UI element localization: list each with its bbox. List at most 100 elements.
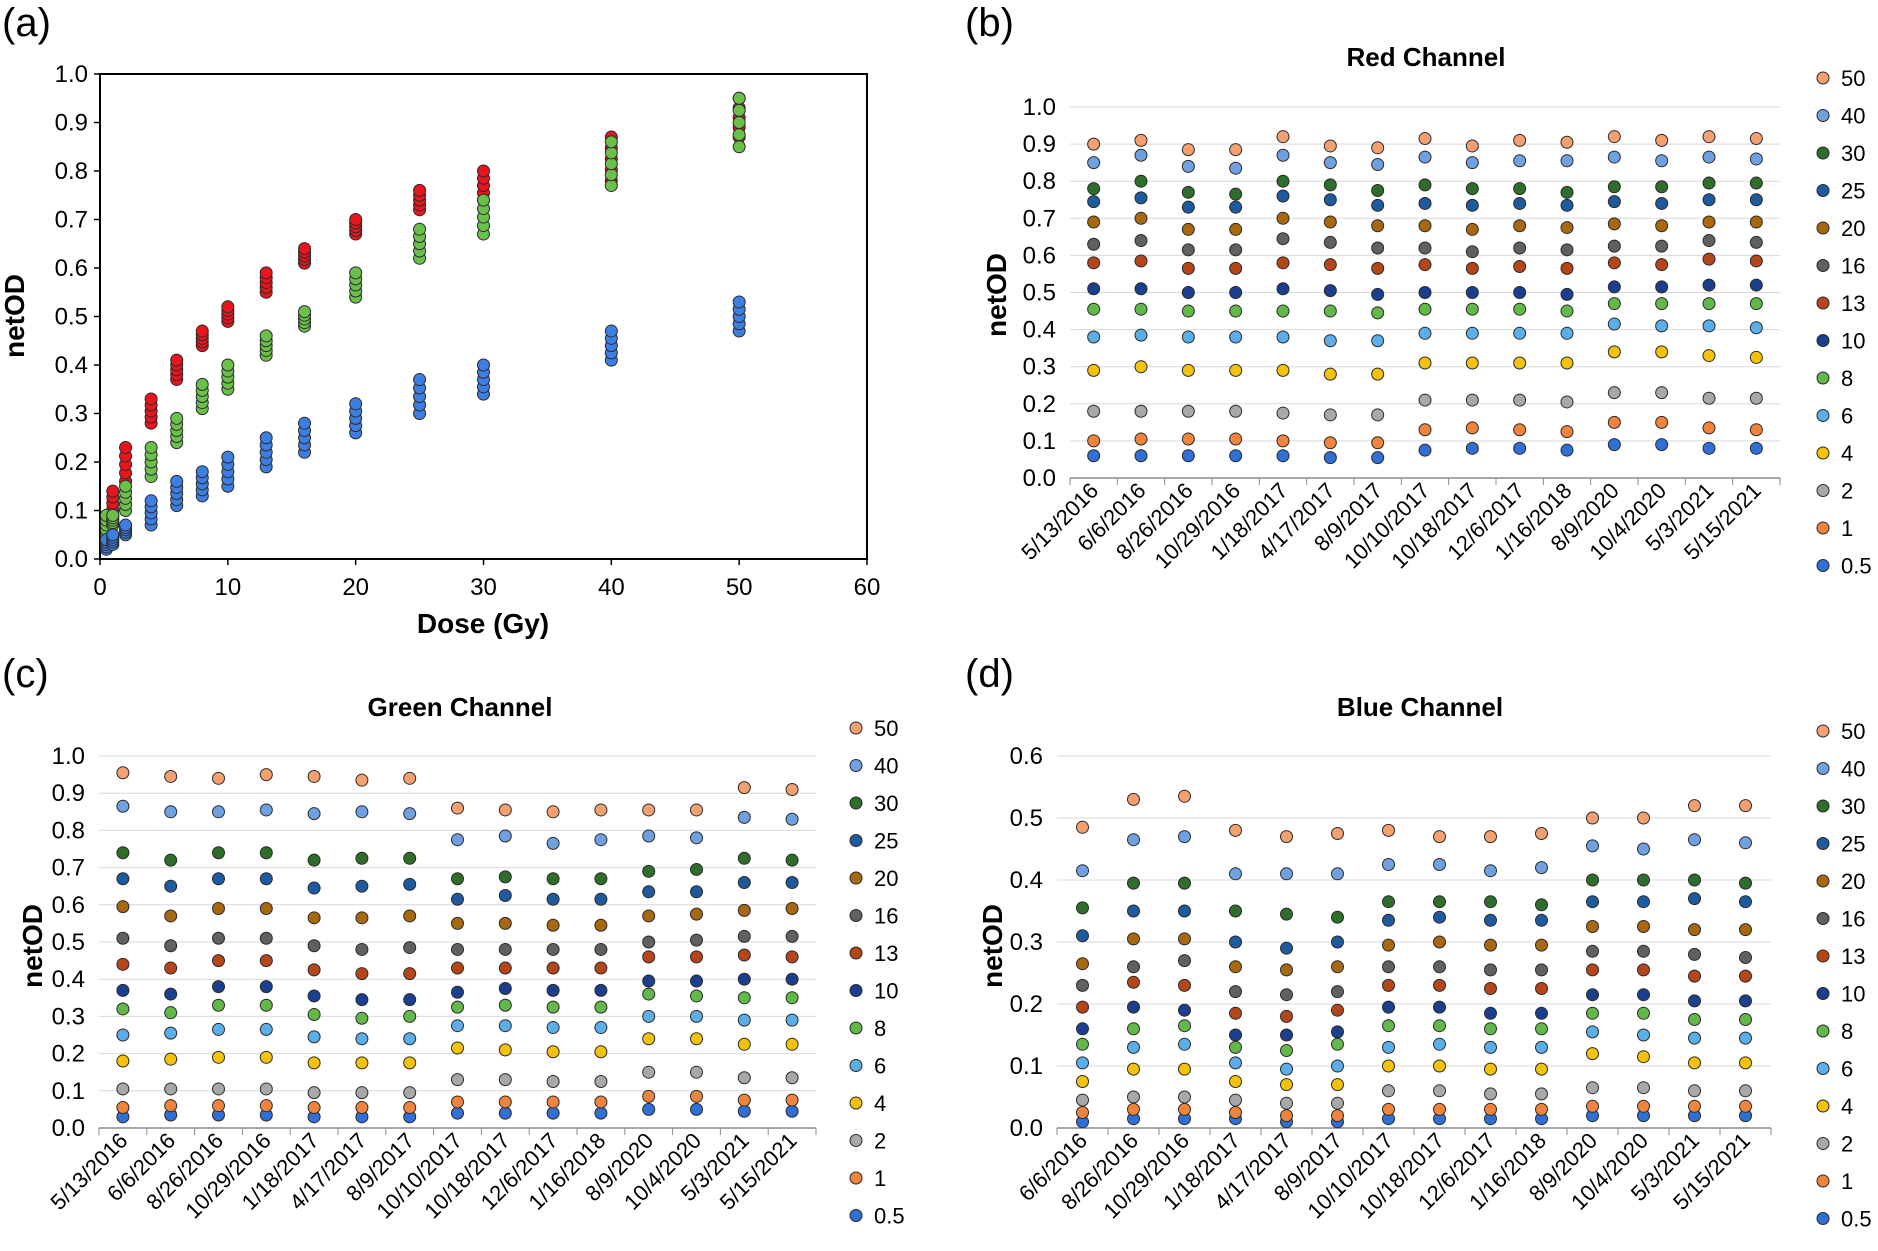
legend-marker-dose-2 [1816, 1137, 1830, 1150]
data-point-dose-2 [212, 1082, 225, 1096]
data-point-dose-10 [1382, 1000, 1395, 1014]
data-point-dose-20 [1331, 960, 1344, 974]
data-point-dose-10 [116, 983, 130, 997]
data-point-red [259, 266, 273, 280]
data-point-dose-13 [1535, 982, 1548, 995]
data-point-dose-4 [1181, 363, 1195, 377]
data-point-blue [144, 494, 158, 508]
data-point-dose-16 [259, 931, 273, 945]
data-point-dose-8 [1276, 304, 1290, 318]
panel-d-blue-channel: Blue Channel netOD 0.0 0.1 0.2 0.3 0.4 0.5 0.6… [977, 692, 1872, 1232]
data-point-dose-50 [1134, 133, 1148, 147]
data-point-dose-25 [1586, 895, 1599, 909]
data-point-dose-25 [116, 872, 130, 886]
data-point-dose-6 [1127, 1040, 1140, 1054]
data-point-dose-50 [546, 805, 560, 819]
data-point-dose-6 [1087, 330, 1101, 344]
data-point-dose-30 [307, 853, 321, 867]
legend-marker-dose-16 [1816, 912, 1830, 925]
data-point-dose-8 [355, 1011, 369, 1025]
data-point-dose-50 [403, 771, 417, 785]
data-point-dose-8 [1371, 306, 1385, 320]
data-point-dose-20 [1535, 938, 1548, 952]
data-point-blue [170, 474, 184, 488]
data-point-dose-50 [498, 803, 512, 817]
panel-d-data-points [1076, 789, 1752, 1129]
data-point-dose-30 [1323, 178, 1337, 192]
data-point-dose-0.5 [1229, 449, 1243, 463]
data-point-dose-20 [1127, 932, 1140, 946]
data-point-dose-13 [546, 961, 560, 975]
data-point-dose-4 [1513, 356, 1527, 370]
data-point-dose-8 [1178, 1019, 1191, 1033]
data-point-dose-2 [1229, 404, 1243, 418]
data-point-dose-10 [1280, 1028, 1293, 1042]
data-point-dose-20 [1749, 215, 1763, 229]
data-point-dose-10 [1535, 1006, 1548, 1020]
data-point-dose-13 [1280, 1009, 1293, 1023]
y-tick-label: 0.3 [55, 401, 88, 428]
data-point-dose-25 [1749, 193, 1763, 207]
data-point-dose-0.5 [1465, 441, 1479, 455]
data-point-dose-2 [1323, 408, 1337, 422]
data-point-dose-40 [307, 807, 321, 821]
data-point-dose-30 [1739, 876, 1752, 890]
x-tick-label: 50 [726, 574, 753, 601]
data-point-dose-25 [307, 881, 321, 895]
data-point-dose-1 [1688, 1099, 1701, 1113]
legend-marker-dose-4 [1816, 446, 1830, 460]
legend-marker-dose-8 [1816, 1024, 1830, 1038]
data-point-dose-6 [1655, 319, 1669, 333]
data-point-dose-25 [1331, 935, 1344, 949]
data-point-dose-50 [1323, 139, 1337, 153]
data-point-dose-2 [1382, 1084, 1395, 1098]
data-point-dose-1 [1331, 1109, 1344, 1123]
data-point-dose-2 [1688, 1084, 1701, 1098]
data-point-green [106, 508, 120, 522]
data-point-dose-30 [1127, 876, 1140, 890]
data-point-dose-4 [116, 1054, 130, 1068]
data-point-blue [259, 431, 273, 445]
data-point-dose-16 [594, 942, 608, 956]
data-point-dose-10 [1702, 278, 1716, 292]
data-point-dose-50 [690, 803, 703, 817]
data-point-dose-6 [1702, 319, 1716, 333]
legend-label: 0.5 [874, 1204, 905, 1229]
data-point-dose-30 [1688, 873, 1701, 887]
data-point-dose-4 [690, 1032, 703, 1046]
data-point-dose-20 [1513, 219, 1527, 233]
data-point-dose-6 [116, 1028, 130, 1042]
data-point-dose-40 [642, 829, 656, 843]
data-point-dose-8 [1749, 297, 1763, 311]
data-point-dose-6 [1280, 1062, 1293, 1076]
data-point-dose-2 [642, 1065, 656, 1079]
data-point-dose-0.5 [1087, 449, 1101, 463]
data-point-dose-40 [594, 833, 608, 847]
panel-d-title: Blue Channel [1337, 692, 1503, 722]
y-tick-label: 0.4 [55, 352, 88, 379]
data-point-blue [349, 397, 363, 411]
data-point-dose-1 [546, 1095, 560, 1109]
data-point-dose-6 [212, 1022, 225, 1036]
data-point-dose-1 [1513, 423, 1527, 437]
data-point-dose-2 [1465, 393, 1479, 407]
data-point-dose-50 [1229, 143, 1243, 157]
panel-label-c: (c) [2, 652, 49, 696]
data-point-dose-8 [498, 998, 512, 1012]
data-point-dose-1 [1178, 1102, 1191, 1116]
data-point-dose-20 [1739, 923, 1752, 937]
data-point-dose-13 [594, 961, 608, 975]
data-point-dose-50 [1465, 139, 1479, 153]
data-point-dose-16 [1484, 963, 1497, 977]
data-point-dose-1 [403, 1101, 417, 1115]
data-point-dose-6 [1178, 1037, 1191, 1051]
data-point-dose-4 [1702, 349, 1716, 363]
y-tick-label: 0.2 [55, 449, 88, 476]
data-point-dose-2 [546, 1075, 560, 1088]
data-point-dose-0.5 [498, 1106, 512, 1120]
y-tick-label: 1.0 [52, 743, 85, 770]
legend-marker-dose-40 [849, 759, 863, 772]
data-point-dose-4 [451, 1041, 464, 1055]
data-point-dose-30 [690, 862, 703, 876]
data-point-dose-30 [1276, 174, 1290, 188]
